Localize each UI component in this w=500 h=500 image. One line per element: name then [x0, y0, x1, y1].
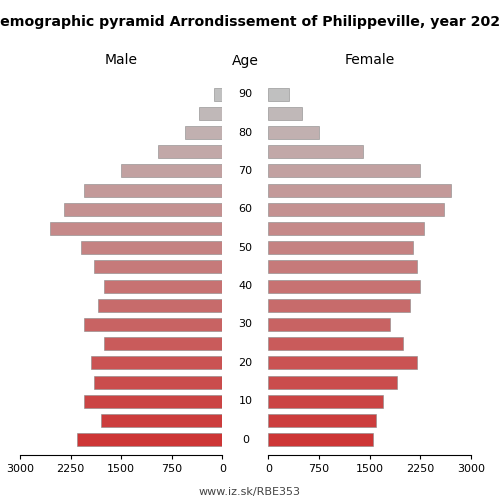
Bar: [268, 260, 417, 274]
Bar: [78, 433, 223, 446]
Bar: [268, 280, 420, 292]
Bar: [98, 299, 222, 312]
Bar: [268, 356, 417, 370]
Bar: [50, 222, 222, 235]
Bar: [64, 203, 222, 216]
Bar: [268, 222, 424, 235]
Text: 70: 70: [238, 166, 252, 176]
Text: 40: 40: [238, 281, 252, 291]
Text: 60: 60: [238, 204, 252, 214]
Bar: [268, 107, 302, 120]
Text: www.iz.sk/RBE353: www.iz.sk/RBE353: [199, 488, 301, 498]
Bar: [268, 299, 410, 312]
Text: 80: 80: [238, 128, 252, 138]
Bar: [94, 376, 222, 388]
Bar: [186, 126, 222, 139]
Bar: [214, 88, 222, 101]
Bar: [84, 394, 222, 408]
Bar: [84, 318, 222, 331]
Bar: [104, 337, 222, 350]
Text: 50: 50: [238, 242, 252, 252]
Bar: [158, 145, 222, 158]
Bar: [199, 107, 222, 120]
Bar: [268, 414, 376, 427]
Bar: [268, 318, 390, 331]
Bar: [104, 280, 222, 292]
Bar: [84, 184, 222, 196]
Text: Female: Female: [344, 54, 395, 68]
Bar: [268, 164, 420, 177]
Bar: [268, 184, 450, 196]
Bar: [268, 433, 373, 446]
Bar: [268, 241, 414, 254]
Bar: [268, 88, 288, 101]
Bar: [268, 376, 396, 388]
Text: 30: 30: [238, 320, 252, 330]
Text: Age: Age: [232, 54, 259, 68]
Text: demographic pyramid Arrondissement of Philippeville, year 2022: demographic pyramid Arrondissement of Ph…: [0, 15, 500, 29]
Bar: [91, 356, 222, 370]
Bar: [80, 241, 223, 254]
Text: 20: 20: [238, 358, 252, 368]
Bar: [268, 145, 363, 158]
Bar: [121, 164, 222, 177]
Text: 10: 10: [238, 396, 252, 406]
Bar: [268, 337, 404, 350]
Text: Male: Male: [104, 54, 138, 68]
Bar: [268, 126, 319, 139]
Bar: [268, 394, 383, 408]
Text: 90: 90: [238, 89, 252, 99]
Bar: [94, 260, 222, 274]
Bar: [101, 414, 222, 427]
Text: 0: 0: [242, 434, 249, 444]
Bar: [268, 203, 444, 216]
